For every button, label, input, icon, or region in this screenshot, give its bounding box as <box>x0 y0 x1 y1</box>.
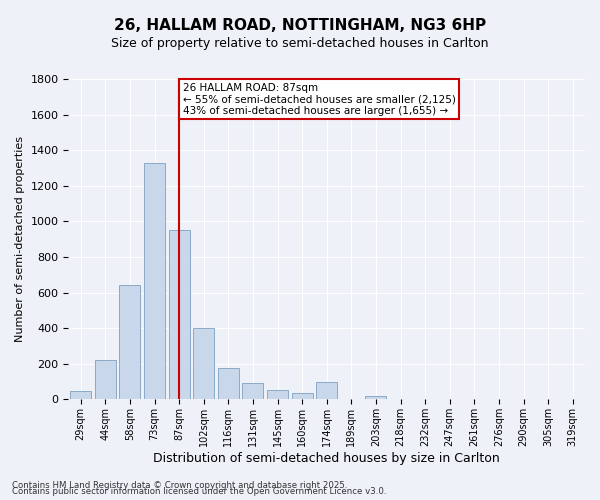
Text: Contains public sector information licensed under the Open Government Licence v3: Contains public sector information licen… <box>12 487 386 496</box>
Bar <box>218 368 239 400</box>
Bar <box>390 398 411 400</box>
Text: 26, HALLAM ROAD, NOTTINGHAM, NG3 6HP: 26, HALLAM ROAD, NOTTINGHAM, NG3 6HP <box>114 18 486 32</box>
Bar <box>193 328 214 400</box>
Bar <box>95 360 116 400</box>
Bar <box>365 396 386 400</box>
Text: 26 HALLAM ROAD: 87sqm
← 55% of semi-detached houses are smaller (2,125)
43% of s: 26 HALLAM ROAD: 87sqm ← 55% of semi-deta… <box>183 82 455 116</box>
Bar <box>144 162 165 400</box>
Bar <box>341 398 362 400</box>
X-axis label: Distribution of semi-detached houses by size in Carlton: Distribution of semi-detached houses by … <box>154 452 500 465</box>
Y-axis label: Number of semi-detached properties: Number of semi-detached properties <box>15 136 25 342</box>
Bar <box>169 230 190 400</box>
Bar <box>267 390 288 400</box>
Text: Contains HM Land Registry data © Crown copyright and database right 2025.: Contains HM Land Registry data © Crown c… <box>12 481 347 490</box>
Bar <box>316 382 337 400</box>
Bar <box>119 286 140 400</box>
Bar <box>292 393 313 400</box>
Bar <box>242 384 263 400</box>
Bar <box>70 390 91 400</box>
Text: Size of property relative to semi-detached houses in Carlton: Size of property relative to semi-detach… <box>111 38 489 51</box>
